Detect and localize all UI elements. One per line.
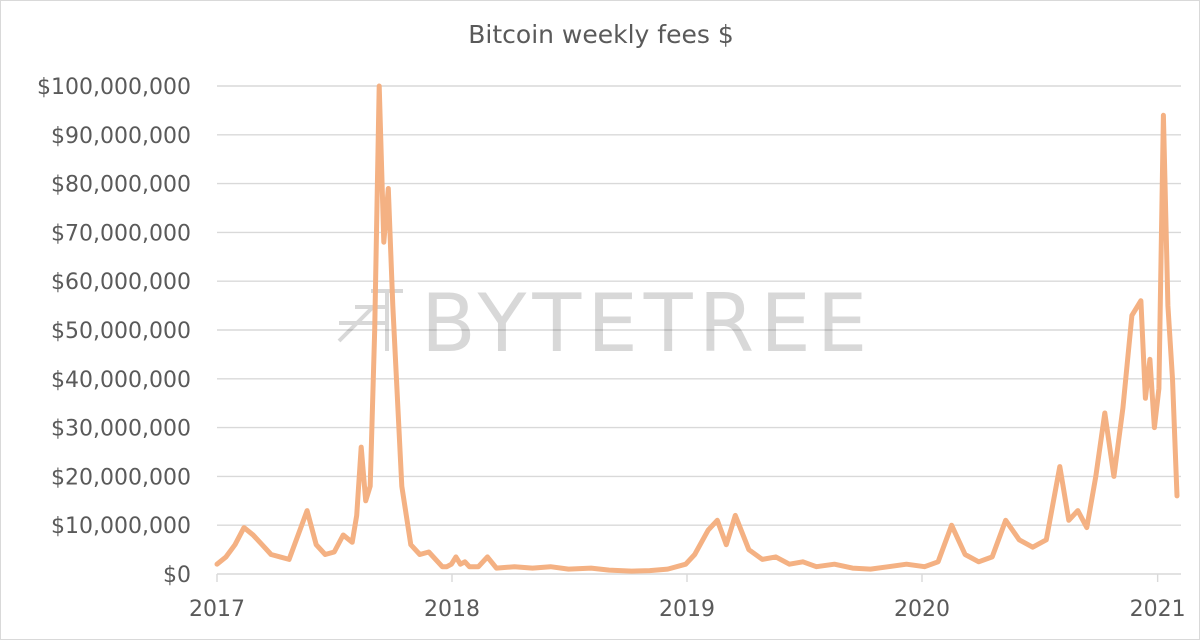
x-tick-label: 2021 <box>1130 597 1186 622</box>
y-tick-label: $100,000,000 <box>37 75 191 100</box>
x-tick-label: 2017 <box>189 597 245 622</box>
series-line <box>214 83 1180 574</box>
watermark: BYTETREE <box>337 277 873 370</box>
y-tick-label: $30,000,000 <box>51 417 191 442</box>
y-tick-label: $60,000,000 <box>51 270 191 295</box>
y-tick-label: $20,000,000 <box>51 465 191 490</box>
y-tick-label: $90,000,000 <box>51 124 191 149</box>
x-tick-label: 2020 <box>894 597 950 622</box>
x-tick-label: 2019 <box>659 597 715 622</box>
watermark-text: BYTETREE <box>421 277 873 370</box>
y-tick-label: $50,000,000 <box>51 319 191 344</box>
y-tick-label: $0 <box>163 563 191 588</box>
x-tick-label: 2018 <box>424 597 480 622</box>
y-tick-label: $80,000,000 <box>51 173 191 198</box>
y-tick-label: $40,000,000 <box>51 368 191 393</box>
y-axis-ticks: $0 $10,000,000 $20,000,000 $30,000,000 $40,0… <box>37 75 191 588</box>
x-axis-ticks: 2017 2018 2019 2020 2021 <box>189 574 1186 622</box>
chart-title: Bitcoin weekly fees $ <box>468 20 734 49</box>
y-tick-label: $10,000,000 <box>51 514 191 539</box>
y-tick-label: $70,000,000 <box>51 221 191 246</box>
